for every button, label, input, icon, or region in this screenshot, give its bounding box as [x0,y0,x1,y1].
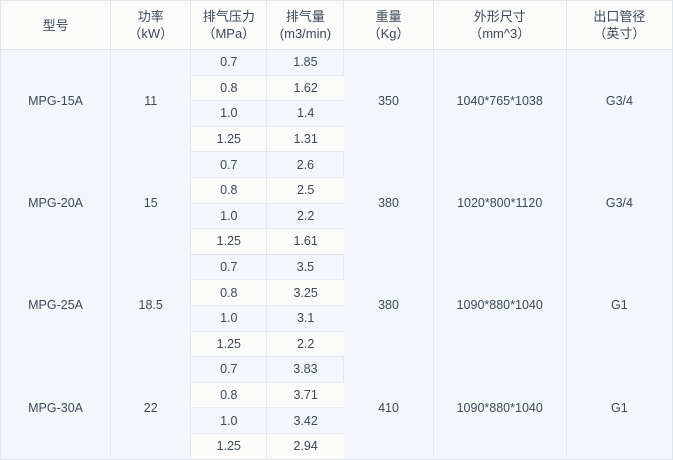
cell-pressure: 1.25 [190,228,268,255]
column-header-power-label: 功率 [137,9,164,24]
cell-outlet: G3/4 [566,151,673,255]
cell-flow: 2.6 [266,151,345,178]
table-row: MPG-15A 11 0.7 1.85 350 1040*765*1038 G3/4 [0,49,673,152]
cell-pressure: 0.8 [190,75,268,102]
cell-dimensions: 1040*765*1038 [433,49,567,152]
table-row: MPG-30A 22 0.7 3.83 410 1090*880*1040 G1 [0,356,673,459]
cell-pressure: 0.7 [190,254,268,281]
table-row: 0.8 2.5 [1,177,673,204]
table-row: 1.25 1.31 [1,126,673,153]
cell-outlet: G3/4 [566,49,673,152]
column-header-dimensions-label: 外形尺寸 [473,9,526,24]
column-header-weight: 重量 （Kg） [343,0,434,50]
cell-pressure: 1.0 [190,305,268,332]
column-header-outlet-label: 出口管径 [593,9,646,24]
cell-power: 22 [110,356,192,459]
column-header-pressure-unit: （MPa） [202,26,256,41]
table-row: 0.8 3.71 [1,382,673,409]
table-row: 1.0 2.2 [1,203,673,230]
cell-power: 18.5 [110,254,192,357]
column-header-flow: 排气量 (m3/min) [266,0,345,50]
column-header-flow-label: 排气量 [285,9,325,24]
column-header-dimensions: 外形尺寸 （mm^3） [433,0,567,50]
table-row: 1.0 1.4 [1,100,673,127]
column-header-model: 型号 [0,0,112,50]
cell-dimensions: 1090*880*1040 [433,254,567,357]
cell-flow: 2.2 [266,203,344,230]
cell-dimensions: 1020*800*1120 [433,151,567,255]
cell-flow: 1.61 [266,228,344,255]
cell-flow: 3.25 [266,279,344,306]
cell-flow: 3.83 [266,356,345,383]
cell-pressure: 0.8 [190,279,268,306]
cell-model: MPG-15A [0,49,112,152]
cell-pressure: 1.25 [190,126,268,153]
cell-pressure: 1.0 [190,407,268,434]
cell-dimensions: 1090*880*1040 [433,356,567,459]
cell-pressure: 0.8 [190,177,268,204]
cell-pressure: 0.8 [190,382,268,409]
column-header-flow-unit: (m3/min) [279,26,332,41]
column-header-weight-unit: （Kg） [367,26,410,41]
table-row: MPG-25A 18.5 0.7 3.5 380 1090*880*1040 G1 [0,254,673,357]
cell-model: MPG-20A [0,151,112,255]
column-header-dimensions-unit: （mm^3） [469,26,531,41]
cell-flow: 2.5 [266,177,344,204]
table-row: 1.25 2.2 [1,331,673,358]
column-header-power-unit: （kW） [128,26,174,41]
cell-flow: 3.5 [266,254,345,281]
cell-outlet: G1 [566,254,673,357]
table-row: 0.8 1.62 [1,75,673,102]
cell-pressure: 1.0 [190,100,268,127]
column-header-pressure: 排气压力 （MPa） [190,0,268,50]
cell-pressure: 1.25 [190,331,268,358]
cell-flow: 1.31 [266,126,344,153]
header-row: 型号 功率 （kW） 排气压力 （MPa） 排气量 (m3/min) 重量 （K… [0,0,673,50]
cell-weight: 350 [343,49,434,152]
cell-weight: 380 [343,151,434,255]
table-row: 1.0 3.1 [1,305,673,332]
table-row: 1.0 3.42 [1,407,673,434]
cell-weight: 410 [343,356,434,459]
column-header-model-label: 型号 [42,17,69,33]
cell-flow: 2.94 [266,433,344,459]
cell-flow: 1.4 [266,100,344,127]
cell-pressure: 1.25 [190,433,268,459]
column-header-outlet-unit: （英寸） [593,26,646,41]
cell-pressure: 0.7 [190,49,268,76]
cell-flow: 3.71 [266,382,344,409]
table-row: 0.8 3.25 [1,279,673,306]
cell-pressure: 0.7 [190,151,268,178]
table-row: 1.25 1.61 [1,228,673,255]
cell-model: MPG-30A [0,356,112,459]
column-header-pressure-label: 排气压力 [202,9,255,24]
cell-flow: 1.62 [266,75,344,102]
cell-flow: 1.85 [266,49,345,76]
cell-weight: 380 [343,254,434,357]
cell-power: 15 [110,151,192,255]
table-row: MPG-20A 15 0.7 2.6 380 1020*800*1120 G3/4 [0,151,673,255]
cell-flow: 3.42 [266,407,344,434]
cell-power: 11 [110,49,192,152]
cell-flow: 3.1 [266,305,344,332]
table-header: 型号 功率 （kW） 排气压力 （MPa） 排气量 (m3/min) 重量 （K… [0,0,673,50]
column-header-weight-label: 重量 [375,9,402,24]
column-header-power: 功率 （kW） [110,0,192,50]
cell-pressure: 0.7 [190,356,268,383]
cell-outlet: G1 [566,356,673,459]
cell-flow: 2.2 [266,331,344,358]
cell-model: MPG-25A [0,254,112,357]
table-body: MPG-15A 11 0.7 1.85 350 1040*765*1038 G3/4 0.8 1… [0,49,673,459]
cell-pressure: 1.0 [190,203,268,230]
column-header-outlet: 出口管径 （英寸） [566,0,673,50]
